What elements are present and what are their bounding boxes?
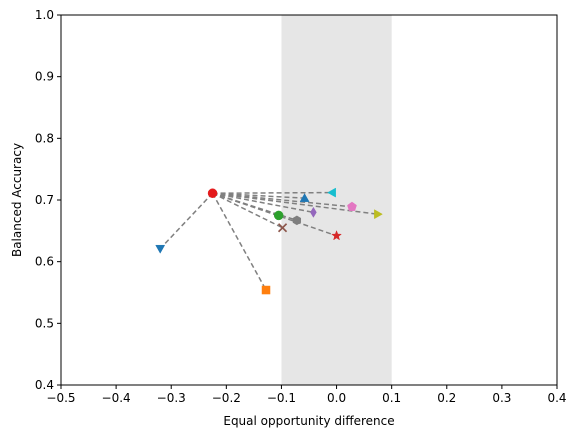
- data-point-marker: [310, 206, 317, 218]
- x-tick-label: 0.4: [547, 391, 566, 405]
- y-tick-label: 0.8: [35, 131, 54, 145]
- connector-line: [211, 192, 267, 291]
- y-tick-label: 0.5: [35, 316, 54, 330]
- data-point-marker: [277, 223, 288, 233]
- connector-line: [212, 192, 353, 208]
- x-tick-label: −0.2: [212, 391, 241, 405]
- y-tick-label: 0.4: [35, 378, 54, 392]
- x-tick-label: −0.5: [46, 391, 75, 405]
- data-point-marker: [299, 193, 310, 202]
- data-markers: [155, 187, 383, 295]
- y-axis-label: Balanced Accuracy: [10, 143, 24, 257]
- data-point-marker: [261, 285, 271, 295]
- fairness-band: [281, 15, 392, 385]
- connector-line: [212, 192, 305, 199]
- data-point-marker: [327, 187, 336, 198]
- y-tick-label: 0.7: [35, 193, 54, 207]
- x-tick-label: 0.0: [327, 391, 346, 405]
- x-tick-label: 0.3: [492, 391, 511, 405]
- y-tick-label: 0.9: [35, 70, 54, 84]
- data-point-marker: [374, 209, 383, 220]
- data-point-marker: [347, 201, 357, 211]
- x-tick-label: 0.1: [382, 391, 401, 405]
- x-axis-ticks: −0.5 −0.4 −0.3 −0.2 −0.1 0.0 0.1 0.2 0.3 0.4: [46, 385, 567, 405]
- data-point-marker: [292, 215, 302, 226]
- y-tick-label: 1.0: [35, 8, 54, 22]
- connector-line: [159, 192, 214, 250]
- data-point-marker: [273, 210, 284, 221]
- y-tick-label: 0.6: [35, 255, 54, 269]
- connector-line: [212, 192, 314, 214]
- x-tick-label: −0.1: [267, 391, 296, 405]
- data-point-marker: [331, 230, 342, 241]
- origin-point-marker: [207, 188, 218, 198]
- x-tick-label: −0.4: [102, 391, 131, 405]
- x-axis-label: Equal opportunity difference: [223, 414, 394, 428]
- y-axis-ticks: 0.4 0.5 0.6 0.7 0.8 0.9 1.0: [35, 8, 61, 392]
- x-tick-label: −0.3: [157, 391, 186, 405]
- data-point-marker: [155, 244, 166, 254]
- connector-line: [212, 191, 333, 194]
- x-tick-label: 0.2: [437, 391, 456, 405]
- connector-line: [212, 192, 283, 229]
